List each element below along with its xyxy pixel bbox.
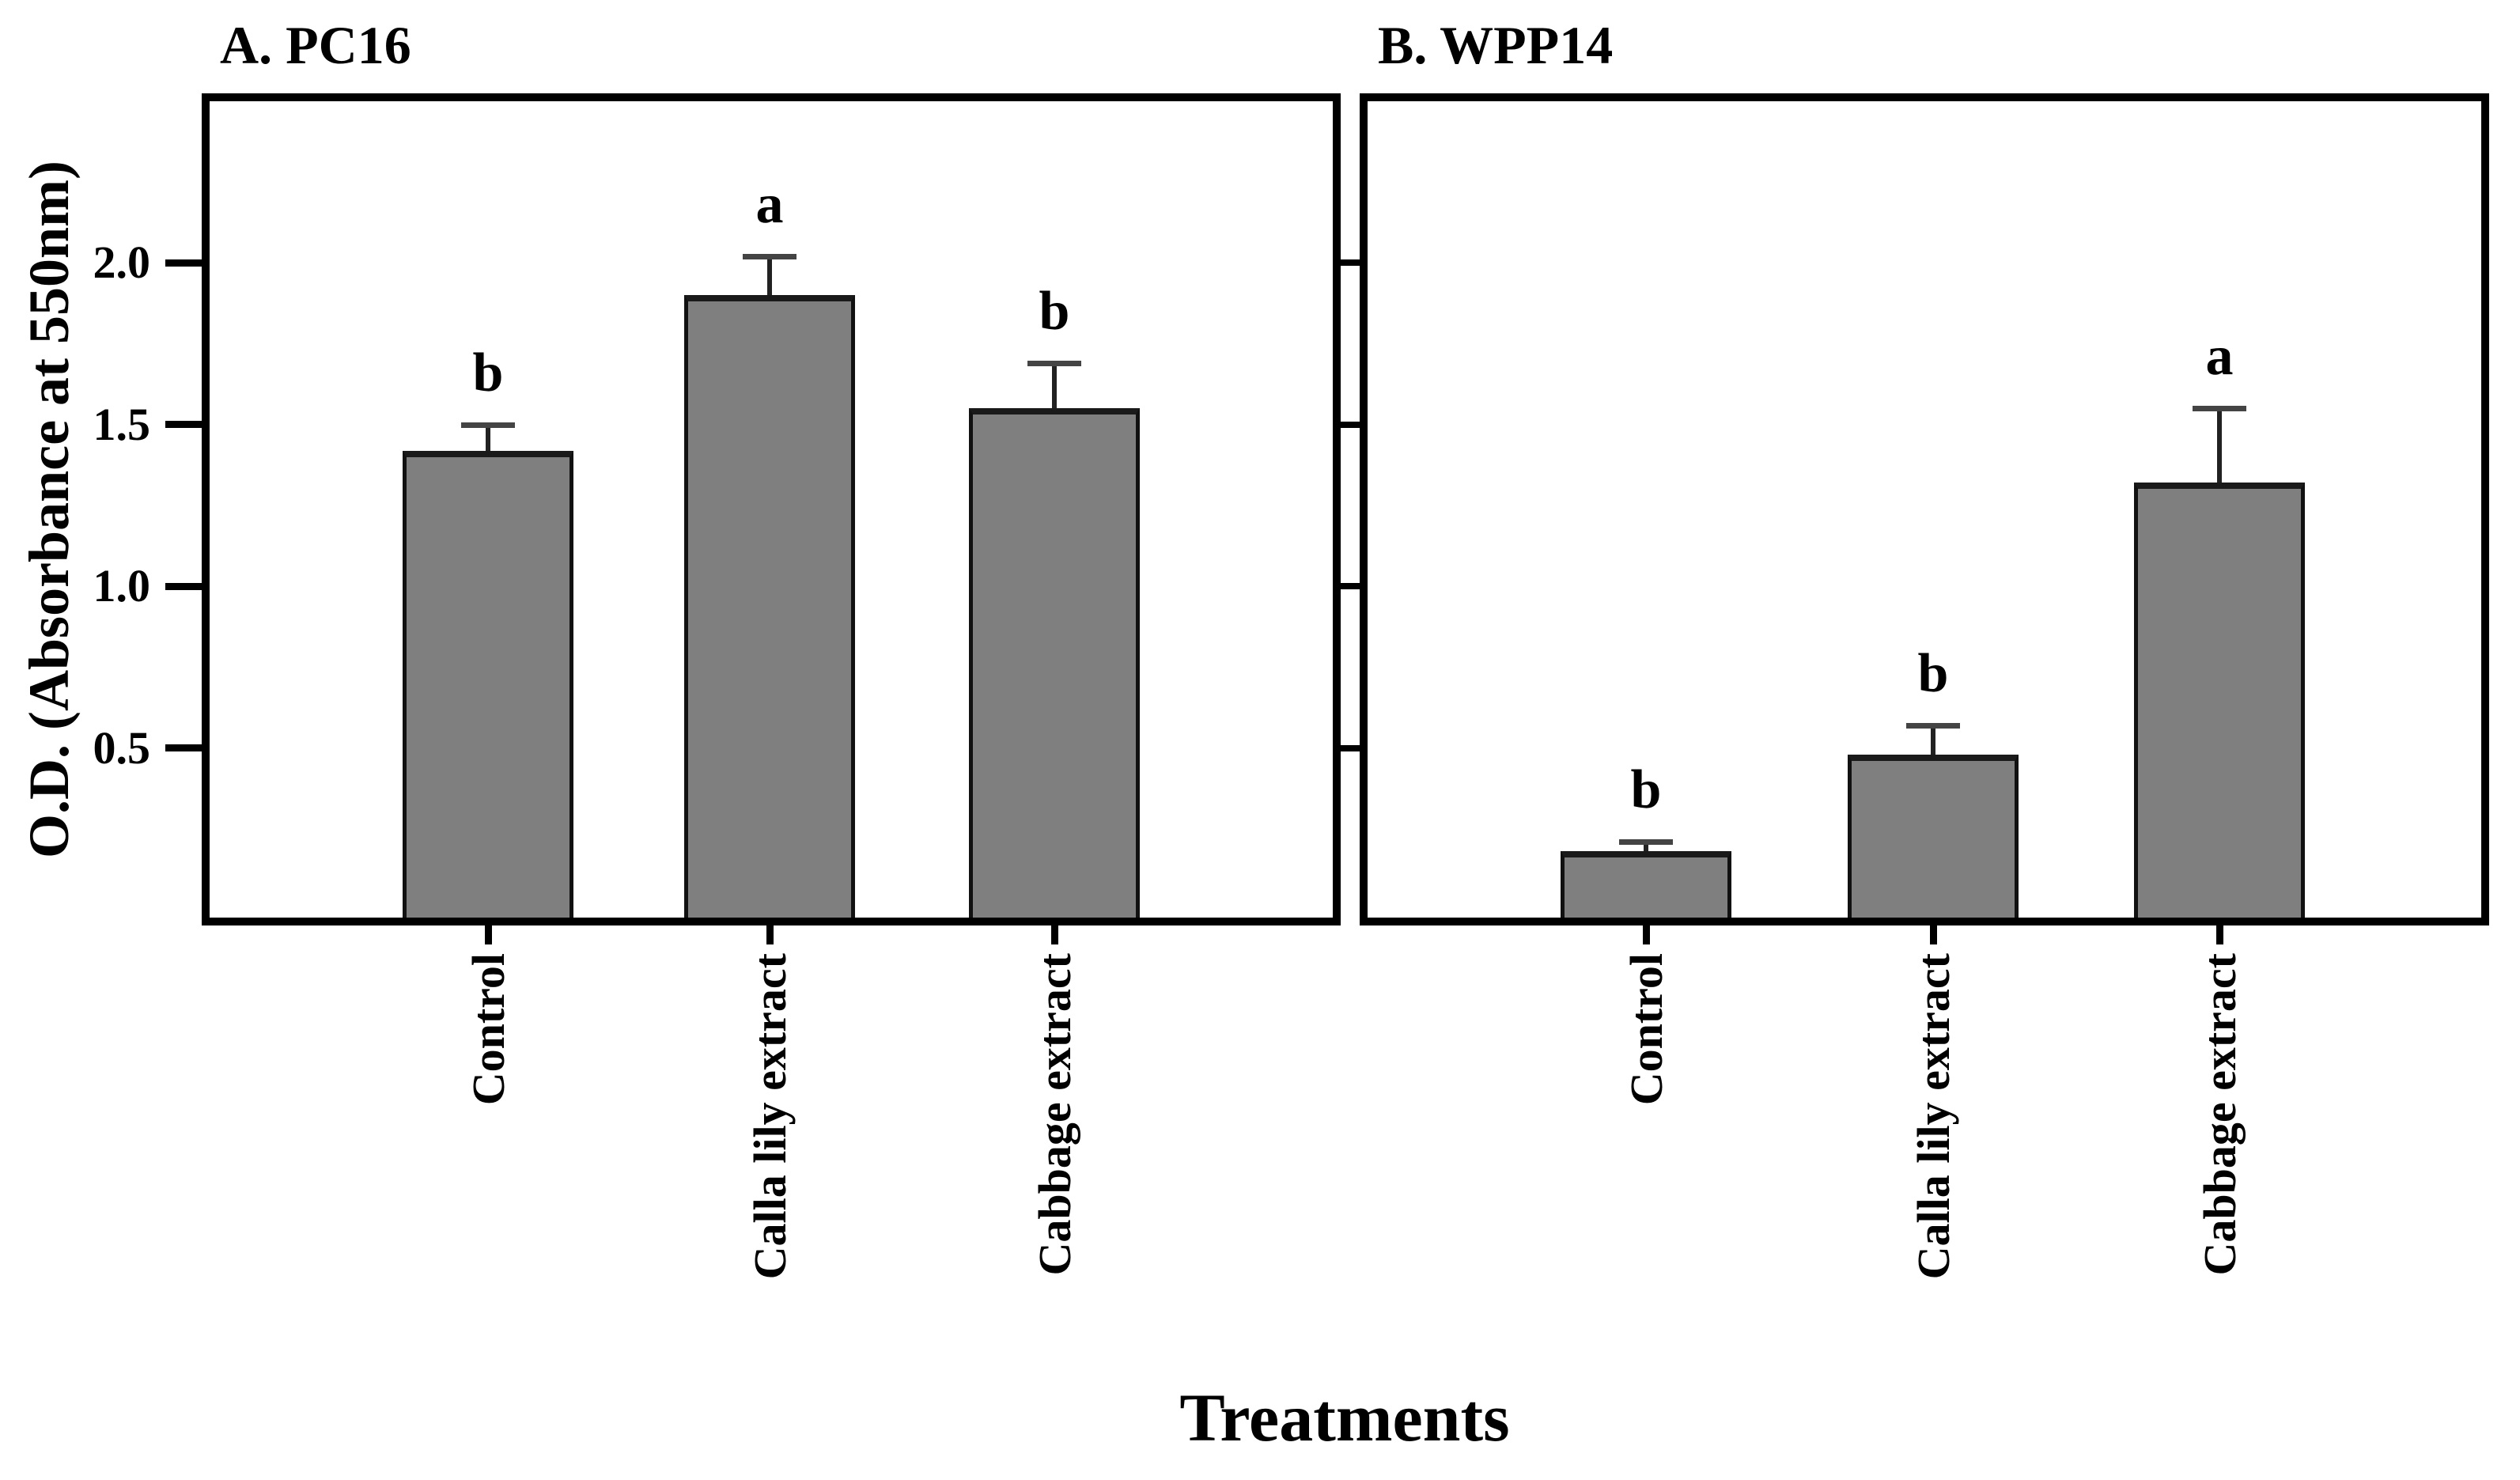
error-bar-line xyxy=(1052,363,1057,409)
x-category-label: Control xyxy=(452,953,524,1365)
y-axis-label: O.D. (Absorbance at 550nm) xyxy=(17,161,81,858)
x-tick-mark xyxy=(1929,918,1937,944)
x-category-label: Cabbage extract xyxy=(2184,953,2255,1365)
panel-a-title: A. PC16 xyxy=(220,15,411,75)
significance-letter: b xyxy=(1630,759,1662,821)
x-tick-mark xyxy=(1050,918,1058,944)
error-bar-line xyxy=(1931,725,1935,755)
bar-control xyxy=(1561,851,1731,918)
y-tick-label: 2.0 xyxy=(93,237,151,289)
bar-control xyxy=(403,450,573,918)
bar-cabbage-extract xyxy=(2134,483,2305,918)
error-bar-cap xyxy=(1906,722,1960,729)
significance-letter: b xyxy=(1917,642,1949,704)
y-tick-mark xyxy=(165,421,202,429)
panel-b-title: B. WPP14 xyxy=(1378,15,1614,75)
error-bar-line xyxy=(1644,842,1648,852)
x-category-label-text: Cabbage extract xyxy=(1028,953,1080,1276)
bar-calla-lily-extract xyxy=(1848,754,2019,918)
x-category-label-text: Control xyxy=(1620,953,1672,1106)
panel-divider-tick-mark xyxy=(1341,421,1360,428)
x-category-label-text: Calla lily extract xyxy=(1907,953,1959,1280)
error-bar-line xyxy=(2217,408,2222,483)
x-category-label: Cabbage extract xyxy=(1019,953,1090,1365)
error-bar-cap xyxy=(1619,839,1673,846)
x-category-label-text: Control xyxy=(462,953,514,1106)
y-tick-mark xyxy=(165,259,202,267)
x-tick-mark xyxy=(766,918,774,944)
significance-letter: a xyxy=(755,174,784,236)
x-tick-mark xyxy=(1642,918,1650,944)
panel-divider-tick-mark xyxy=(1341,744,1360,751)
x-tick-mark xyxy=(484,918,492,944)
error-bar-cap xyxy=(743,254,796,260)
y-tick-label: 1.5 xyxy=(93,398,151,450)
error-bar-cap xyxy=(2193,406,2246,412)
error-bar-cap xyxy=(1027,361,1081,367)
bar-calla-lily-extract xyxy=(684,295,855,918)
x-category-label: Calla lily extract xyxy=(734,953,805,1365)
x-category-label: Control xyxy=(1610,953,1682,1365)
y-tick-label: 1.0 xyxy=(93,560,151,612)
significance-letter: b xyxy=(1039,281,1070,343)
significance-letter: b xyxy=(472,342,504,403)
error-bar-cap xyxy=(461,422,515,428)
x-category-label: Calla lily extract xyxy=(1898,953,1969,1365)
panel-divider-tick-mark xyxy=(1341,259,1360,267)
y-tick-mark xyxy=(165,582,202,590)
x-category-label-text: Calla lily extract xyxy=(744,953,796,1280)
panel-divider-tick-mark xyxy=(1341,583,1360,590)
x-tick-mark xyxy=(2215,918,2223,944)
x-axis-label: Treatments xyxy=(1179,1380,1510,1455)
significance-letter: a xyxy=(2205,326,2234,388)
y-tick-mark xyxy=(165,744,202,752)
error-bar-line xyxy=(486,424,490,451)
y-tick-label: 0.5 xyxy=(93,721,151,774)
x-category-label-text: Cabbage extract xyxy=(2193,953,2246,1276)
error-bar-line xyxy=(767,256,772,296)
bar-cabbage-extract xyxy=(969,408,1140,918)
